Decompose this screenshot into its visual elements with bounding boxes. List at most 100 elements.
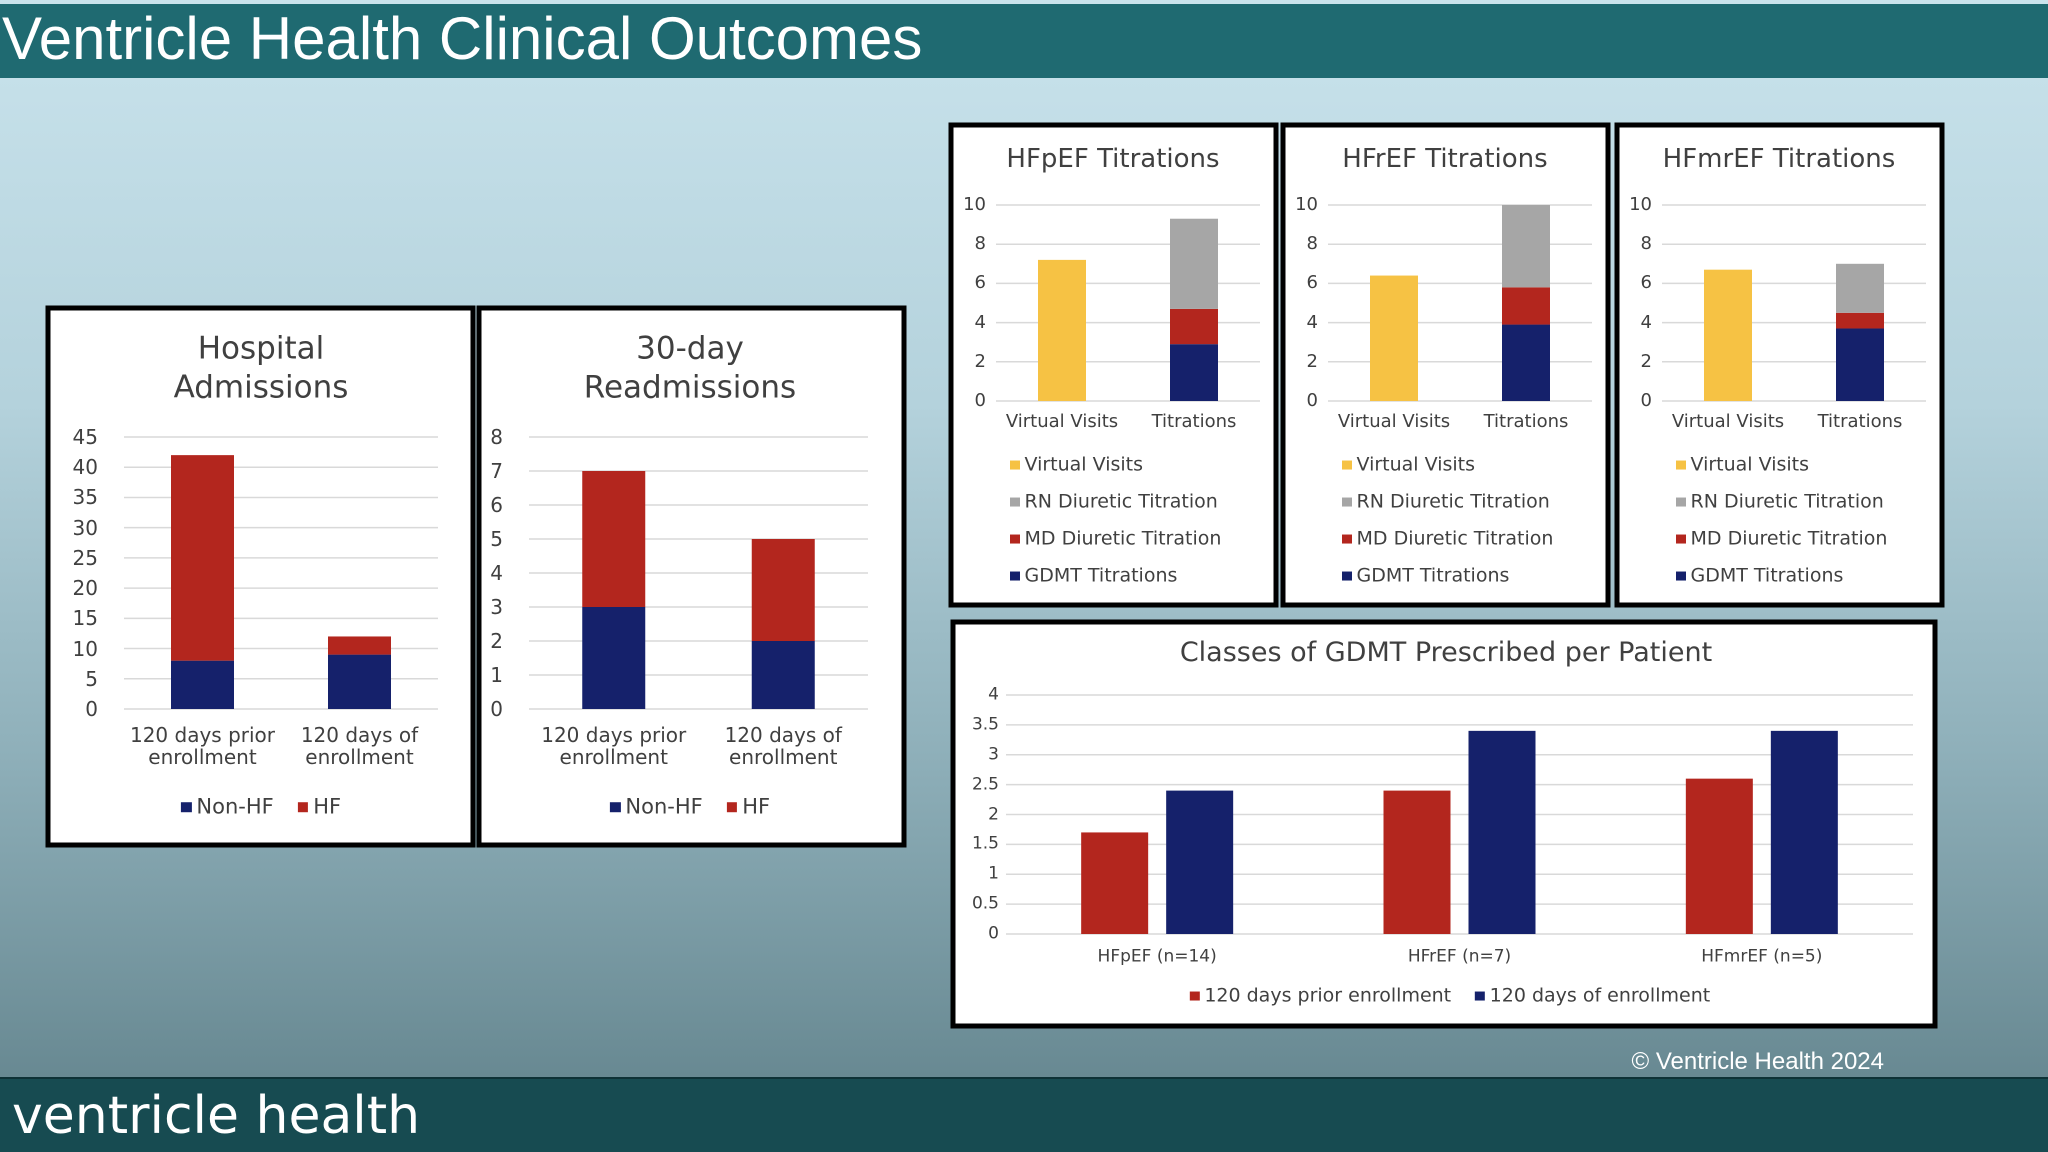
legend: Non-HF HF	[180, 794, 341, 819]
footer-bar	[0, 1077, 2048, 1152]
legend-swatch	[609, 801, 621, 813]
y-tick-label: 6	[1640, 272, 1652, 294]
bar-segment	[1502, 324, 1550, 401]
legend-item: HF	[726, 794, 771, 819]
y-tick-label: 0	[1306, 390, 1318, 412]
x-tick-label: 120 days of enrollment	[724, 723, 842, 769]
chart-panel	[476, 305, 907, 848]
y-tick-label: 2	[490, 629, 503, 653]
x-tick-label: Virtual Visits	[1337, 411, 1451, 433]
legend-label: 120 days of enrollment	[1489, 984, 1711, 1007]
y-tick-label: 5	[85, 666, 98, 691]
y-tick-label: 3.5	[971, 714, 999, 735]
legend-label: MD Diuretic Titration	[1024, 527, 1222, 550]
y-tick-label: 15	[72, 606, 98, 631]
x-tick-label: Titrations	[1817, 411, 1903, 433]
y-tick-label: 6	[974, 272, 986, 294]
y-tick-label: 7	[490, 459, 503, 483]
bar-segment	[1836, 312, 1884, 329]
legend-swatch	[1676, 571, 1686, 581]
x-tick-label: Titrations	[1483, 411, 1569, 433]
legend-item: Virtual Visits	[1010, 453, 1144, 476]
y-tick-label: 8	[490, 425, 503, 449]
x-tick-label: Virtual Visits	[1671, 411, 1785, 433]
y-tick-label: 4	[1640, 311, 1652, 333]
y-tick-label: 2.5	[971, 774, 999, 795]
legend-label: Non-HF	[196, 794, 274, 819]
legend-item: GDMT Titrations	[1676, 564, 1844, 587]
legend-swatch	[1342, 534, 1352, 544]
y-tick-label: 10	[72, 636, 98, 661]
legend-item: Virtual Visits	[1342, 453, 1476, 476]
legend-label: HF	[742, 794, 771, 819]
y-tick-label: 0.5	[971, 893, 999, 914]
bar	[1770, 730, 1838, 934]
y-tick-label: 0	[1640, 390, 1652, 412]
bar	[1468, 730, 1536, 934]
legend-label: Virtual Visits	[1356, 453, 1476, 476]
legend-swatch	[1676, 497, 1686, 507]
bar-segment	[1704, 269, 1752, 401]
legend-item: 120 days of enrollment	[1475, 984, 1711, 1007]
legend-swatch	[1342, 460, 1352, 470]
y-tick-label: 10	[1629, 194, 1652, 216]
y-tick-label: 6	[490, 493, 503, 517]
x-tick-label: Virtual Visits	[1005, 411, 1119, 433]
chart-title: HFmrEF Titrations	[1662, 143, 1896, 174]
header-bar	[0, 4, 2048, 78]
bar-segment	[1370, 275, 1418, 401]
y-tick-label: 8	[974, 233, 986, 255]
bar-segment	[582, 471, 646, 607]
legend-item: MD Diuretic Titration	[1342, 528, 1553, 550]
bar-segment	[1502, 287, 1550, 325]
legend-swatch	[297, 801, 309, 813]
bar-segment	[328, 654, 391, 709]
bar-segment	[1170, 218, 1218, 309]
y-tick-label: 10	[963, 194, 986, 216]
legend-item: Virtual Visits	[1676, 453, 1810, 476]
legend-label: RN Diuretic Titration	[1024, 490, 1218, 513]
chart-title: Hospital Admissions	[173, 330, 349, 405]
bar-segment	[171, 455, 234, 661]
y-tick-label: 3	[490, 595, 503, 619]
y-tick-label: 4	[988, 684, 999, 705]
bar-segment	[582, 607, 646, 709]
chart-title: HFrEF Titrations	[1342, 143, 1548, 174]
legend-swatch	[1475, 991, 1485, 1001]
x-tick-label: 120 days prior enrollment	[129, 723, 276, 769]
x-tick-label: HFpEF (n=14)	[1097, 946, 1217, 967]
legend-item: Non-HF	[180, 794, 274, 819]
y-tick-label: 45	[72, 425, 98, 449]
legend-label: MD Diuretic Titration	[1690, 527, 1888, 550]
bar	[1685, 778, 1753, 934]
legend-item: HF	[297, 795, 341, 819]
bar-segment	[1170, 344, 1218, 401]
y-tick-label: 1	[490, 663, 503, 687]
bar-segment	[1836, 263, 1884, 313]
y-tick-label: 2	[988, 804, 999, 825]
legend-label: RN Diuretic Titration	[1690, 490, 1884, 513]
y-tick-label: 20	[72, 576, 98, 601]
legend-item: RN Diuretic Titration	[1010, 490, 1218, 513]
legend-label: Virtual Visits	[1690, 453, 1810, 476]
y-tick-label: 25	[72, 545, 98, 570]
chart-panel	[45, 305, 476, 848]
legend-swatch	[1342, 497, 1352, 507]
legend-label: GDMT Titrations	[1690, 564, 1844, 587]
x-tick-label: HFmrEF (n=5)	[1701, 946, 1823, 967]
legend-swatch	[1676, 460, 1686, 470]
y-tick-label: 2	[1306, 350, 1318, 372]
y-tick-label: 8	[1306, 233, 1318, 255]
legend-label: Non-HF	[625, 794, 703, 819]
legend-item: 120 days prior enrollment	[1189, 985, 1451, 1007]
legend-swatch	[1189, 991, 1200, 1001]
legend-label: Virtual Visits	[1024, 453, 1144, 476]
x-tick-label: 120 days prior enrollment	[541, 723, 687, 769]
bar	[1081, 832, 1149, 934]
bar-segment	[328, 636, 391, 655]
y-tick-label: 2	[1640, 350, 1652, 372]
bar	[1383, 790, 1451, 934]
legend-item: MD Diuretic Titration	[1010, 527, 1222, 550]
y-tick-label: 1	[988, 863, 999, 884]
